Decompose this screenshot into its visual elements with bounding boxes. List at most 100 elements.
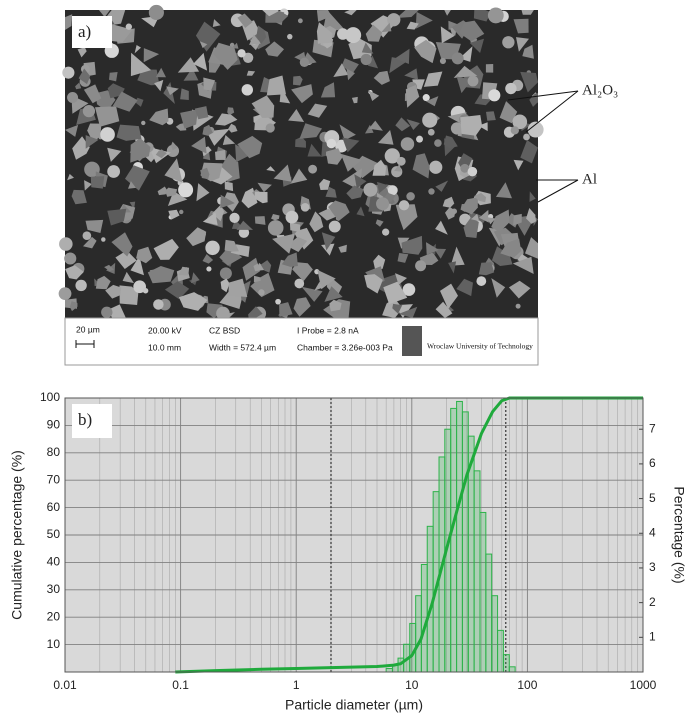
particle — [293, 297, 311, 317]
particle — [250, 272, 275, 298]
y-tick-label: 60 — [47, 500, 61, 514]
particle — [463, 217, 479, 238]
particle — [130, 256, 144, 276]
particle — [254, 191, 268, 204]
particle — [271, 214, 280, 221]
particle — [179, 209, 184, 215]
particle — [78, 68, 91, 85]
particle — [260, 260, 272, 273]
particle — [396, 156, 406, 166]
particle — [319, 178, 331, 190]
particle — [292, 262, 313, 282]
particle — [440, 283, 458, 309]
particle — [328, 200, 350, 222]
particle — [107, 208, 127, 226]
particle — [527, 121, 544, 138]
particle — [317, 269, 336, 290]
particle — [392, 303, 403, 314]
info-text: 10.0 mm — [148, 342, 181, 352]
particle — [444, 10, 451, 16]
particle — [253, 275, 261, 283]
particle — [435, 180, 449, 192]
particle — [291, 84, 313, 104]
particle — [448, 261, 457, 274]
particle — [368, 120, 383, 131]
particle — [351, 96, 358, 104]
y2-tick-label: 5 — [649, 491, 656, 505]
particle — [488, 89, 501, 102]
particle — [400, 137, 415, 151]
histogram-bar — [473, 470, 481, 673]
particle — [434, 139, 442, 147]
annotation: Al₂O₃ — [582, 82, 618, 98]
particle — [476, 276, 487, 286]
particle — [342, 137, 360, 153]
particle — [435, 220, 448, 235]
particle — [171, 141, 178, 151]
particle — [164, 281, 190, 300]
particle — [75, 279, 87, 292]
particle — [422, 112, 438, 128]
cumulative-line — [175, 396, 643, 674]
particle — [443, 135, 458, 149]
particle — [286, 236, 308, 252]
particle — [320, 82, 336, 98]
particle — [202, 124, 213, 136]
particle — [72, 136, 90, 160]
particle — [515, 303, 521, 309]
particle — [460, 115, 483, 136]
particle — [396, 10, 419, 18]
particle — [214, 113, 238, 126]
particle — [450, 246, 465, 266]
particle — [491, 278, 506, 298]
y2-tick-label: 7 — [649, 421, 656, 435]
particle — [321, 232, 336, 251]
particle — [199, 41, 208, 49]
particle — [178, 292, 208, 311]
particle — [440, 26, 455, 44]
particle — [308, 164, 318, 174]
particle — [513, 18, 529, 34]
particle — [180, 88, 189, 100]
particle — [416, 135, 423, 143]
particle — [505, 82, 517, 95]
particle — [467, 166, 478, 177]
particle — [395, 117, 411, 132]
y2-tick-label: 2 — [649, 595, 656, 609]
particle — [508, 280, 531, 299]
particle — [318, 208, 337, 221]
particle — [59, 237, 73, 251]
particle — [236, 220, 253, 230]
particle — [398, 306, 418, 318]
particle — [478, 122, 488, 132]
particle — [427, 128, 435, 136]
particle — [368, 55, 379, 69]
particle — [136, 246, 153, 264]
particle — [128, 181, 136, 189]
particle — [237, 13, 253, 28]
particle — [266, 75, 286, 96]
particle — [257, 182, 272, 193]
particle — [453, 65, 478, 78]
particle — [412, 153, 430, 179]
particle — [95, 106, 120, 127]
particle — [485, 64, 494, 73]
particle — [425, 96, 439, 107]
x-tick-label: 1 — [293, 678, 300, 692]
particle — [404, 68, 419, 80]
particle — [375, 219, 384, 227]
particle — [107, 165, 120, 178]
particle — [224, 181, 234, 192]
particle — [520, 140, 538, 164]
particle — [237, 135, 263, 159]
particle — [309, 211, 324, 233]
particle — [479, 209, 489, 223]
particle — [469, 38, 484, 53]
y-tick-label: 40 — [47, 555, 61, 569]
arrows — [507, 90, 579, 203]
particle — [82, 104, 96, 118]
histogram-bar — [450, 407, 458, 673]
histogram-bar — [456, 400, 463, 673]
particle — [478, 262, 495, 276]
particle — [460, 197, 478, 215]
